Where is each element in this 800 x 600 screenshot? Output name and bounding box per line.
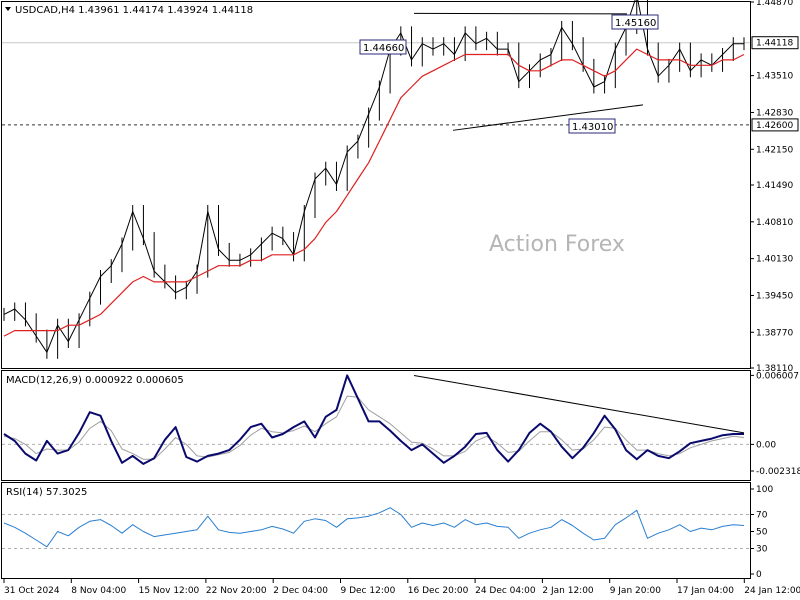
price-axis-label: 1.40810 — [756, 218, 793, 228]
lower-trendline — [452, 104, 644, 131]
price-axis-label: 1.40130 — [756, 255, 793, 265]
axes: 1.44870 1.44118 1.43510 1.42830 1.42600 1.421… — [3, 0, 800, 596]
price-axis-label: 1.42600 — [756, 121, 793, 131]
price-annotation-label: 1.45160 — [615, 18, 656, 29]
price-line — [3, 0, 744, 353]
rsi-axis-label: 0 — [756, 570, 762, 580]
price-axis-label: 1.38770 — [756, 328, 793, 338]
price-title: USDCAD,H4 1.43961 1.44174 1.43924 1.4411… — [15, 5, 253, 16]
x-axis-label: 8 Nov 04:00 — [71, 586, 126, 596]
menu-triangle-icon[interactable] — [5, 7, 11, 11]
price-axis-label: 1.44870 — [756, 0, 793, 8]
rsi-axis-label: 100 — [756, 485, 773, 495]
x-axis-label: 31 Oct 2024 — [4, 586, 60, 596]
macd-axis-label: 0.006007 — [756, 371, 799, 381]
x-axis-label: 15 Nov 12:00 — [139, 586, 200, 596]
macd-line — [3, 374, 744, 465]
x-axis-label: 2 Jan 12:00 — [542, 586, 594, 596]
watermark: Action Forex — [489, 232, 625, 257]
macd-series — [2, 374, 750, 465]
price-axis-label: 1.39450 — [756, 291, 793, 301]
price-axis-label: 1.42830 — [756, 108, 793, 118]
price-annotation-box — [611, 14, 659, 30]
macd-title: MACD(12,26,9) 0.000922 0.000605 — [6, 375, 184, 386]
rsi-series — [2, 507, 750, 549]
macd-divergence-line — [413, 374, 745, 434]
x-axis-label: 24 Jan 12:00 — [744, 586, 800, 596]
rsi-title: RSI(14) 57.3025 — [6, 487, 87, 498]
rsi-axis-label: 50 — [756, 528, 768, 538]
macd-pane — [1, 370, 751, 481]
rsi-pane — [1, 482, 751, 579]
x-axis-label: 24 Dec 04:00 — [475, 586, 536, 596]
price-axis-label: 1.42150 — [756, 145, 793, 155]
annotations: 1.44660 1.45160 1.43010 — [359, 12, 659, 134]
price-annotation-label: 1.44660 — [363, 43, 404, 54]
x-axis-label: 9 Jan 20:00 — [610, 586, 662, 596]
x-axis-label: 16 Dec 20:00 — [408, 586, 469, 596]
price-annotation-label: 1.43010 — [572, 122, 613, 133]
macd-axis-label: 0.00 — [756, 440, 776, 450]
price-annotation-box — [568, 118, 616, 134]
rsi-axis-label: 30 — [756, 545, 768, 555]
price-label-box — [751, 36, 799, 50]
rsi-axis-label: 70 — [756, 511, 768, 521]
price-axis-label: 1.43510 — [756, 72, 793, 82]
x-axis-label: 17 Jan 04:00 — [677, 586, 734, 596]
rsi-line — [3, 507, 745, 548]
upper-trendline — [413, 12, 628, 15]
price-label-box — [751, 118, 799, 132]
price-series — [2, 0, 750, 359]
macd-axis-label: -0.002318 — [756, 467, 800, 477]
price-axis-label: 1.44118 — [756, 39, 793, 49]
price-annotation-box — [359, 39, 407, 55]
x-axis-label: 2 Dec 04:00 — [273, 586, 328, 596]
price-axis-label: 1.41490 — [756, 181, 793, 191]
x-axis-label: 22 Nov 20:00 — [206, 586, 267, 596]
moving-average-line — [3, 48, 745, 337]
macd-signal-line — [3, 395, 745, 460]
x-axis-label: 9 Dec 12:00 — [341, 586, 396, 596]
price-axis-label: 1.38110 — [756, 364, 793, 374]
